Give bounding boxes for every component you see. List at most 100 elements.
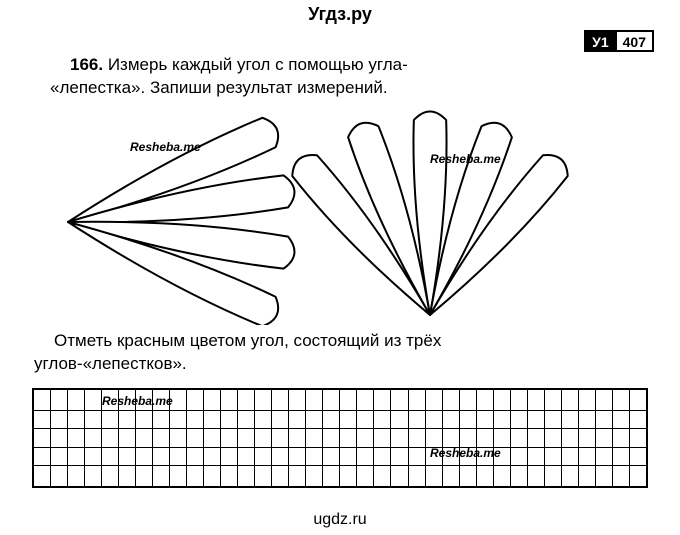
grid-cell <box>442 429 459 447</box>
task-number: 166. <box>70 55 103 74</box>
grid-cell <box>84 429 101 447</box>
grid-cell <box>476 410 493 428</box>
grid-cell <box>272 466 289 487</box>
grid-cell <box>67 447 84 465</box>
grid-cell <box>238 429 255 447</box>
grid-cell <box>510 410 527 428</box>
grid-cell <box>630 429 647 447</box>
grid-cell <box>289 447 306 465</box>
grid-cell <box>510 389 527 410</box>
grid-cell <box>596 389 613 410</box>
grid-cell <box>50 447 67 465</box>
grid-cell <box>579 447 596 465</box>
grid-cell <box>493 429 510 447</box>
grid-cell <box>203 447 220 465</box>
grid-cell <box>118 429 135 447</box>
grid-cell <box>442 466 459 487</box>
grid-cell <box>596 466 613 487</box>
grid-cell <box>630 466 647 487</box>
grid-cell <box>510 447 527 465</box>
grid-cell <box>33 429 50 447</box>
grid-cell <box>596 410 613 428</box>
grid-cell <box>579 389 596 410</box>
grid-cell <box>408 447 425 465</box>
grid-cell <box>238 447 255 465</box>
instruction-2: Отметь красным цветом угол, состоящий из… <box>34 330 646 376</box>
grid-cell <box>459 466 476 487</box>
grid-cell <box>596 429 613 447</box>
grid-cell <box>186 410 203 428</box>
grid-cell <box>289 429 306 447</box>
grid-cell <box>613 429 630 447</box>
grid-cell <box>84 410 101 428</box>
grid-cell <box>357 410 374 428</box>
grid-cell <box>169 410 186 428</box>
grid-cell <box>306 389 323 410</box>
grid-cell <box>425 429 442 447</box>
grid-cell <box>238 410 255 428</box>
grid-cell <box>391 389 408 410</box>
grid-cell <box>613 466 630 487</box>
grid-cell <box>340 466 357 487</box>
grid-cell <box>323 429 340 447</box>
grid-cell <box>613 389 630 410</box>
grid-cell <box>255 466 272 487</box>
figures-area: Resheba.me Resheba.me <box>0 110 680 325</box>
grid-cell <box>101 429 118 447</box>
grid-cell <box>391 429 408 447</box>
grid-cell <box>408 466 425 487</box>
grid-cell <box>527 389 544 410</box>
grid-cell <box>272 447 289 465</box>
grid-cell <box>67 410 84 428</box>
grid-cell <box>374 410 391 428</box>
grid-cell <box>238 466 255 487</box>
grid-cell <box>442 410 459 428</box>
grid-cell <box>596 447 613 465</box>
grid-cell <box>476 466 493 487</box>
grid-cell <box>221 429 238 447</box>
grid-cell <box>510 429 527 447</box>
grid-cell <box>340 410 357 428</box>
grid-cell <box>493 389 510 410</box>
grid-cell <box>613 410 630 428</box>
grid-cell <box>221 447 238 465</box>
grid-cell <box>476 389 493 410</box>
task-text: 166. Измерь каждый угол с помощью угла- … <box>50 54 520 100</box>
watermark-1: Resheba.me <box>130 140 201 154</box>
grid-cell <box>613 447 630 465</box>
grid-cell <box>527 447 544 465</box>
grid-cell <box>221 389 238 410</box>
grid-cell <box>544 389 561 410</box>
grid-cell <box>203 389 220 410</box>
grid-cell <box>408 410 425 428</box>
grid-cell <box>50 410 67 428</box>
grid-cell <box>186 447 203 465</box>
grid-cell <box>323 447 340 465</box>
grid-cell <box>84 466 101 487</box>
site-bottom-label: ugdz.ru <box>0 511 680 529</box>
grid-cell <box>169 429 186 447</box>
grid-cell <box>221 410 238 428</box>
grid-cell <box>50 389 67 410</box>
grid-cell <box>135 447 152 465</box>
grid-cell <box>203 410 220 428</box>
grid-cell <box>357 429 374 447</box>
grid-cell <box>289 410 306 428</box>
instr2-line1: Отметь красным цветом угол, состоящий из… <box>54 331 441 350</box>
grid-cell <box>391 410 408 428</box>
grid-cell <box>374 447 391 465</box>
grid-cell <box>152 447 169 465</box>
task-line2: «лепестка». Запиши результат измерений. <box>50 78 388 97</box>
grid-cell <box>272 410 289 428</box>
badge-left: У1 <box>584 30 617 52</box>
grid-cell <box>527 429 544 447</box>
grid-cell <box>493 466 510 487</box>
grid-cell <box>544 466 561 487</box>
site-top-label: Угдз.ру <box>0 4 680 25</box>
grid-cell <box>561 429 578 447</box>
grid-cell <box>561 389 578 410</box>
watermark-2: Resheba.me <box>430 152 501 166</box>
grid-cell <box>442 389 459 410</box>
grid-cell <box>272 429 289 447</box>
grid-cell <box>203 429 220 447</box>
